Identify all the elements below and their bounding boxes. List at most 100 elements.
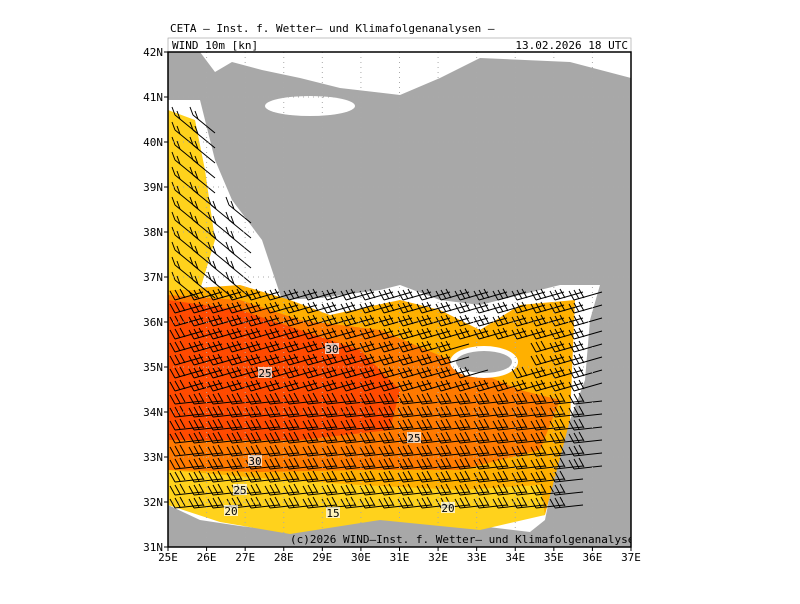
lon-label: 34E	[505, 551, 525, 564]
barb	[302, 496, 337, 509]
barb	[359, 379, 394, 392]
barb	[264, 405, 299, 418]
barb	[188, 353, 223, 366]
barb	[568, 418, 603, 431]
barb	[473, 431, 508, 444]
barb	[549, 301, 584, 314]
barbs	[169, 106, 603, 509]
lon-label: 31E	[390, 551, 410, 564]
barb	[171, 271, 198, 299]
contour-labels: 30 25 30 25 25 20 15 20	[224, 343, 455, 520]
barb	[302, 405, 337, 418]
barb	[169, 301, 204, 314]
barb	[435, 288, 470, 301]
barb	[340, 470, 375, 483]
barb	[416, 444, 451, 457]
barb	[435, 353, 470, 366]
barb	[511, 483, 546, 496]
barb	[264, 288, 299, 301]
contour-label: 25	[407, 432, 420, 445]
barb	[207, 392, 242, 405]
barb	[340, 288, 375, 301]
barb	[321, 457, 356, 470]
barb	[264, 353, 299, 366]
barb	[302, 301, 337, 314]
barb	[568, 366, 603, 379]
barb	[378, 301, 413, 314]
barb	[435, 327, 470, 340]
barb	[226, 431, 261, 444]
lon-label: 30E	[351, 551, 371, 564]
barb	[435, 483, 470, 496]
lat-label: 32N	[143, 496, 163, 509]
barb	[245, 392, 280, 405]
wind-yellow	[168, 470, 545, 534]
barb	[225, 241, 252, 269]
barb	[416, 470, 451, 483]
barb	[397, 314, 432, 327]
lon-label: 25E	[158, 551, 178, 564]
barb	[416, 457, 451, 470]
contour-label: 25	[233, 484, 246, 497]
barb	[549, 457, 584, 470]
lat-label: 39N	[143, 181, 163, 194]
barb	[568, 327, 603, 340]
barb	[245, 444, 280, 457]
barb	[264, 470, 299, 483]
barb	[378, 405, 413, 418]
contour-label-bg	[233, 484, 247, 495]
lat-label: 35N	[143, 361, 163, 374]
barb	[530, 457, 565, 470]
barb	[492, 483, 527, 496]
barb	[189, 271, 216, 299]
barb	[340, 379, 375, 392]
barb	[264, 301, 299, 314]
lon-label: 27E	[235, 551, 255, 564]
barb	[378, 457, 413, 470]
contour-label: 20	[441, 502, 454, 515]
barb	[321, 301, 356, 314]
barb	[511, 327, 546, 340]
barb	[169, 340, 204, 353]
barb	[226, 457, 261, 470]
barb	[549, 353, 584, 366]
barb	[340, 366, 375, 379]
barb	[568, 392, 603, 405]
barb	[378, 444, 413, 457]
barb	[549, 392, 584, 405]
barb	[340, 457, 375, 470]
barb	[283, 405, 318, 418]
barb	[283, 483, 318, 496]
barb	[473, 379, 508, 392]
barb	[511, 379, 546, 392]
barb	[207, 431, 242, 444]
copyright: (c)2026 WIND—Inst. f. Wetter— und Klimaf…	[290, 533, 641, 546]
barb	[454, 496, 489, 509]
barb	[397, 405, 432, 418]
barb	[416, 301, 451, 314]
barb	[454, 366, 489, 379]
contour-label: 25	[258, 367, 271, 380]
barb	[530, 340, 565, 353]
barb	[473, 418, 508, 431]
barb	[207, 418, 242, 431]
barb	[492, 470, 527, 483]
lon-label: 35E	[544, 551, 564, 564]
barb	[225, 271, 252, 299]
contour-label-bg	[325, 343, 339, 354]
barb	[169, 405, 204, 418]
barb	[530, 353, 565, 366]
barb	[435, 457, 470, 470]
barb	[359, 288, 394, 301]
lat-label: 36N	[143, 316, 163, 329]
barb	[188, 405, 223, 418]
barb	[416, 366, 451, 379]
cyprus	[456, 351, 512, 373]
barb	[264, 444, 299, 457]
barb	[378, 340, 413, 353]
barb	[378, 379, 413, 392]
barb	[511, 457, 546, 470]
barb	[188, 431, 223, 444]
barb	[340, 392, 375, 405]
